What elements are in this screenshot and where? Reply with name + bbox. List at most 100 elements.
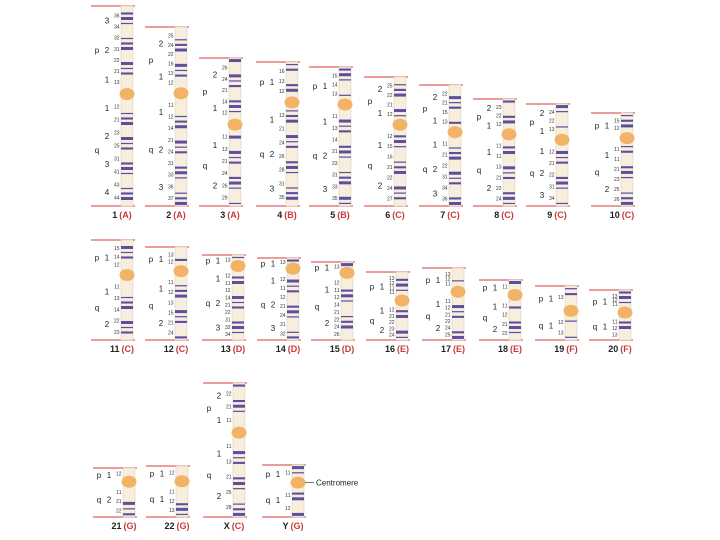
chromosome-band [621,197,633,200]
p-arm-label: p [150,470,155,479]
band-label: 12 [222,111,228,117]
chromosome-label: 1 (A) [112,210,132,220]
chromosome-band [449,201,461,205]
chromosome-band [565,288,577,290]
chromosome-band [175,320,187,323]
chromosome-band [556,111,568,113]
band-label: 11 [225,281,230,287]
chromosome-number: 16 [385,344,395,354]
chromosome-band [394,192,406,194]
chromosome-band [556,105,568,109]
band-label: 12 [280,277,286,283]
chromosome-band [229,110,241,113]
region-label: 2 [436,324,441,333]
chromosome-label: 9 (C) [547,210,567,220]
chromosome-band [556,150,568,154]
band-label: 13 [225,257,231,263]
chromosome-band [621,119,633,122]
chromosome-band [287,290,299,293]
band-label: 21 [280,304,286,310]
chromosome-band [503,146,515,149]
band-label: 21 [445,312,451,318]
chromosome-band [233,451,245,455]
centromere [284,96,300,109]
band-label: 11 [114,285,119,291]
band-label: 24 [222,171,228,177]
region-label: 2 [105,132,110,141]
chromosome-number: 18 [498,344,508,354]
chromosome-band [233,457,245,459]
chromosome-band [175,294,187,298]
chromosome-band [121,246,133,249]
chromosome-band [229,135,241,139]
q-arm-label: q [483,314,487,323]
band-label: 13 [389,276,395,282]
chromosome-number: 17 [441,344,451,354]
region-label: 1 [217,416,222,425]
band-label: 22 [226,391,232,397]
chromosome-band [121,187,133,190]
chromosome-band [229,85,241,88]
chromosome-band [292,492,304,495]
chromosome-band [233,488,245,490]
chromosome-number: 20 [608,344,618,354]
chromosome-band [123,501,135,505]
chromosome-band [175,171,187,175]
chromosome-band [121,296,133,299]
chromosome-band [452,280,464,282]
chromosome-band [394,170,406,174]
band-label: 11 [169,490,174,496]
q-arm-label: q [203,161,207,170]
chromosome-band [509,281,521,284]
chromosome-band [229,181,241,185]
chromosome-band [121,256,133,259]
chromosome-band [503,192,515,195]
chromosome-band [503,151,515,154]
band-label: 12 [280,295,286,301]
region-label: 1 [105,287,110,296]
p-arm-label: p [595,122,600,131]
q-arm-label: q [315,302,319,311]
band-label: 12 [168,290,174,296]
chromosome-band [509,321,521,324]
chromosome-band [121,112,133,115]
band-label: 21 [226,405,232,411]
band-label: 15 [442,110,448,116]
band-label: 15 [168,310,174,316]
band-label: 13 [558,331,564,337]
chromosome-band [121,12,133,15]
chromosome-body [286,257,300,341]
chromosome-band [232,326,244,329]
region-label: 1 [540,127,545,136]
chromosome-band [396,330,408,334]
region-label: 1 [378,109,383,118]
region-label: 1 [213,141,218,150]
region-label: 1 [380,282,385,291]
chromosome-label: 7 (C) [440,210,460,220]
region-label: 3 [105,17,110,26]
p-arm-label: p [149,56,154,65]
chromosome-band [619,301,631,304]
centromere [290,476,306,489]
band-label: 24 [280,313,286,319]
chromosome-band [175,310,187,314]
band-label: 21 [502,322,508,328]
chromosome-band [503,166,515,170]
q-arm-label: q [426,312,430,321]
q-arm-label: q [313,151,317,160]
region-label: 1 [378,141,383,150]
band-label: 32 [225,325,231,331]
band-label: 37 [168,196,174,202]
band-label: 14 [225,295,231,301]
chromosome-group: (B) [337,210,350,220]
chromosome-band [394,135,406,138]
band-label: 21 [114,117,120,123]
band-label: 31 [442,174,448,180]
centromere [339,266,355,279]
chromosome-band [233,503,245,505]
